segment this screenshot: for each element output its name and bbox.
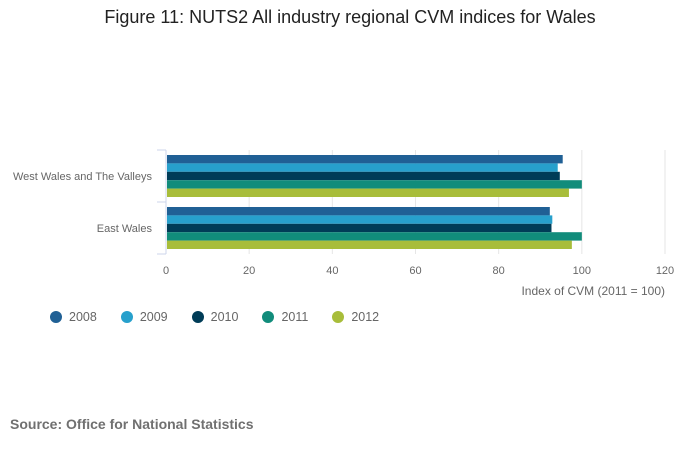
x-tick-label: 0 bbox=[163, 265, 169, 277]
legend-item-2009[interactable]: 2009 bbox=[120, 310, 168, 324]
legend-label: 2012 bbox=[351, 310, 380, 324]
x-tick-label: 20 bbox=[243, 265, 255, 277]
category-label: West Wales and The Valleys bbox=[13, 171, 152, 183]
source-note: Source: Office for National Statistics bbox=[10, 416, 254, 432]
category-label: East Wales bbox=[97, 223, 153, 235]
x-tick-label: 60 bbox=[409, 265, 421, 277]
bar-2010 bbox=[167, 223, 552, 233]
legend-item-2012[interactable]: 2012 bbox=[332, 310, 379, 324]
legend-marker-icon bbox=[120, 311, 133, 323]
legend-label: 2011 bbox=[281, 310, 309, 324]
legend-item-2008[interactable]: 2008 bbox=[50, 310, 97, 324]
bar-2011 bbox=[167, 232, 582, 241]
legend-label: 2010 bbox=[210, 310, 239, 324]
x-tick-label: 100 bbox=[573, 265, 591, 277]
x-tick-label: 40 bbox=[326, 265, 338, 277]
legend-marker-icon bbox=[50, 311, 62, 323]
bar-chart: 0 20 40 60 80 100 120 West Wales and The Valley… bbox=[13, 149, 674, 298]
x-tick-label: 80 bbox=[493, 265, 505, 277]
bar-2011 bbox=[167, 180, 582, 189]
x-tick-label: 120 bbox=[656, 265, 674, 277]
legend-marker-icon bbox=[262, 311, 275, 323]
bar-2009 bbox=[167, 215, 553, 224]
bar-2008 bbox=[167, 207, 550, 216]
legend: 2008 2009 2010 2011 2012 bbox=[50, 310, 403, 324]
bar-2012 bbox=[167, 240, 572, 249]
bar-2008 bbox=[167, 155, 563, 164]
bar-2012 bbox=[167, 188, 569, 197]
chart-title: Figure 11: NUTS2 All industry regional C… bbox=[104, 7, 596, 27]
legend-item-2010[interactable]: 2010 bbox=[191, 310, 239, 324]
legend-marker-icon bbox=[332, 311, 345, 323]
bar-2010 bbox=[167, 171, 560, 181]
legend-label: 2008 bbox=[69, 310, 97, 324]
legend-marker-icon bbox=[191, 311, 204, 323]
legend-label: 2009 bbox=[139, 310, 168, 324]
bar-2009 bbox=[167, 163, 558, 172]
legend-item-2011[interactable]: 2011 bbox=[262, 310, 308, 324]
x-axis-title: Index of CVM (2011 = 100) bbox=[521, 284, 665, 298]
